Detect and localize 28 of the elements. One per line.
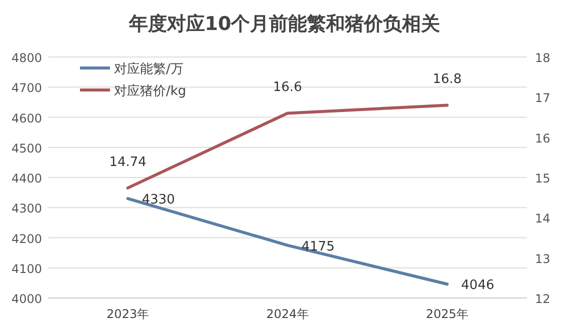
x-tick-label: 2023年: [106, 307, 150, 321]
y2-tick-label: 15: [535, 172, 550, 186]
y2-tick-label: 13: [535, 252, 550, 266]
x-tick-label: 2025年: [426, 307, 468, 321]
legend-label: 对应猪价/kg: [114, 83, 186, 99]
legend-label: 对应能繁/万: [114, 61, 184, 77]
data-label: 4046: [461, 278, 494, 294]
data-label: 4330: [142, 192, 175, 208]
y-tick-label: 4800: [11, 51, 42, 65]
data-label: 16.6: [273, 80, 302, 96]
y2-tick-label: 17: [535, 91, 550, 106]
y-tick-label: 4600: [11, 111, 42, 126]
data-label: 14.74: [109, 154, 146, 170]
y-tick-label: 4100: [11, 262, 42, 276]
data-label: 4175: [302, 239, 335, 254]
y2-tick-label: 18: [535, 51, 550, 65]
y2-tick-label: 14: [535, 212, 550, 226]
y-tick-label: 4700: [11, 81, 42, 96]
y-tick-label: 4300: [11, 202, 42, 216]
y-tick-label: 4200: [11, 232, 42, 246]
y-tick-label: 4000: [11, 292, 42, 306]
y-tick-label: 4500: [11, 141, 42, 156]
data-label: 16.8: [432, 72, 462, 88]
y2-tick-label: 12: [535, 292, 550, 306]
x-tick-label: 2024年: [266, 307, 309, 321]
y-tick-label: 4400: [11, 172, 42, 186]
y2-tick-label: 16: [535, 131, 550, 146]
chart-title: 年度对应10个月前能繁和猪价负相关: [128, 13, 440, 35]
